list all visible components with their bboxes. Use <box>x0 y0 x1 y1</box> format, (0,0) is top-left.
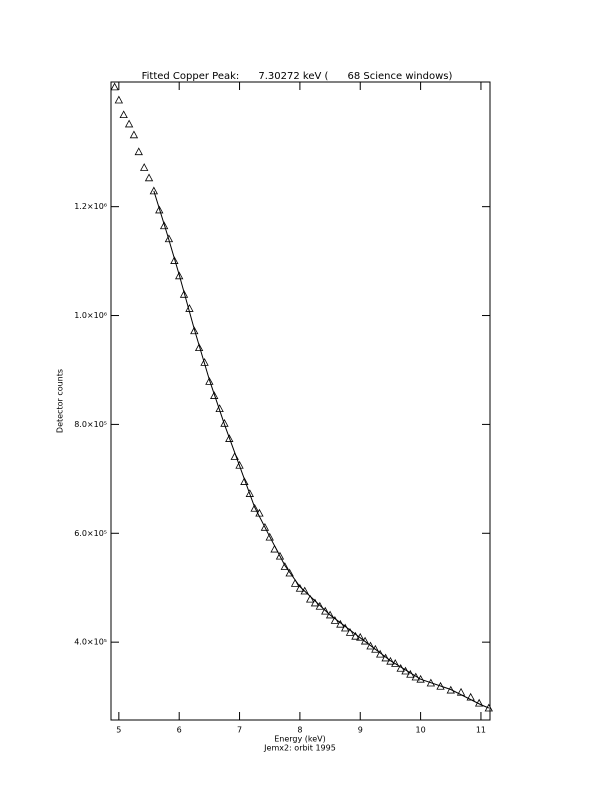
data-point <box>245 489 254 497</box>
data-point <box>129 130 139 139</box>
x-tick-label: 9 <box>358 726 363 735</box>
data-point <box>345 628 355 636</box>
data-point <box>325 610 335 619</box>
data-point <box>240 477 249 485</box>
caption: Jemx2: orbit 1995 <box>263 744 336 753</box>
data-point <box>210 391 219 399</box>
plot-frame <box>110 81 491 721</box>
x-tick-label: 5 <box>116 726 121 735</box>
data-point <box>305 594 315 603</box>
data-point <box>275 551 285 560</box>
data-point <box>436 681 445 690</box>
data-point <box>426 678 436 687</box>
data-point <box>110 82 119 91</box>
data-point <box>235 460 244 469</box>
data-point <box>265 532 274 541</box>
data-point <box>360 636 370 645</box>
data-point <box>155 205 164 214</box>
data-point <box>114 95 124 104</box>
data-point <box>321 606 330 615</box>
y-axis-label: Detector counts <box>56 369 65 433</box>
data-point <box>175 271 184 280</box>
data-point <box>119 110 128 119</box>
x-tick-label: 11 <box>476 726 486 735</box>
data-point <box>144 173 154 182</box>
y-tick-label: 1.0×10⁶ <box>74 311 107 320</box>
data-point <box>140 163 149 171</box>
data-point <box>164 234 174 243</box>
data-point <box>386 656 395 665</box>
data-point <box>280 562 289 570</box>
data-point <box>134 147 143 156</box>
x-tick-label: 7 <box>237 726 242 735</box>
data-point <box>200 358 209 366</box>
x-tick-label: 10 <box>416 726 426 735</box>
data-point <box>366 641 375 650</box>
data-point <box>179 289 189 298</box>
data-point <box>225 434 234 442</box>
data-point <box>194 343 204 352</box>
data-point <box>220 418 229 427</box>
data-point <box>124 119 134 128</box>
data-point <box>300 586 309 595</box>
data-point <box>159 221 169 230</box>
data-point <box>446 685 455 694</box>
data-point <box>250 503 259 512</box>
data-point <box>260 522 270 531</box>
data-point <box>285 568 294 577</box>
y-tick-label: 4.0×10⁵ <box>74 638 107 647</box>
data-point <box>371 644 380 653</box>
data-point <box>149 186 159 195</box>
x-tick-label: 8 <box>297 726 302 735</box>
data-point <box>416 674 425 683</box>
data-point <box>315 601 324 610</box>
data-point <box>190 326 199 335</box>
y-tick-label: 6.0×10⁵ <box>74 529 107 538</box>
fit-line <box>153 190 489 709</box>
data-point <box>381 653 390 662</box>
x-axis-label: Energy (keV) <box>274 735 326 744</box>
y-tick-label: 1.2×10⁶ <box>74 202 107 211</box>
data-point <box>170 256 179 264</box>
chart-title: Fitted Copper Peak: 7.30272 keV ( 68 Sci… <box>142 71 453 82</box>
data-point <box>466 692 475 701</box>
x-tick-label: 6 <box>177 726 182 735</box>
y-tick-label: 8.0×10⁵ <box>74 420 107 429</box>
data-point <box>205 377 214 385</box>
